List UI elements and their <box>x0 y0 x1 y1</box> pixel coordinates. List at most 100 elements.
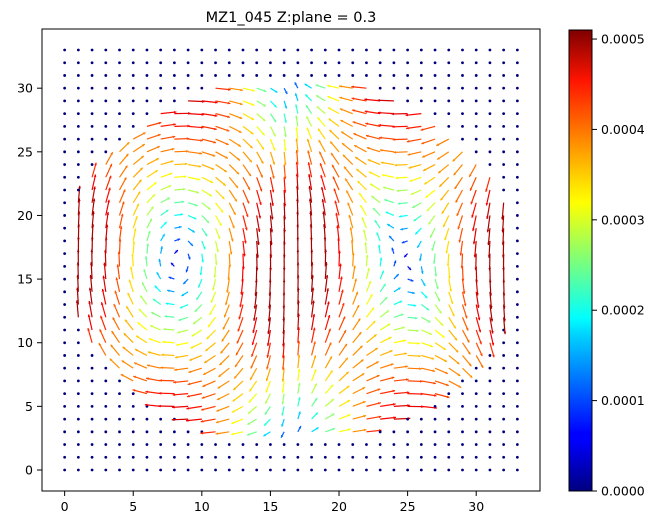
quiver-point <box>379 443 382 446</box>
quiver-point <box>159 430 162 433</box>
quiver-point <box>420 49 423 52</box>
quiver-point <box>146 430 149 433</box>
quiver-point <box>516 214 519 217</box>
quiver-point <box>420 100 423 103</box>
quiver-point <box>77 380 80 383</box>
quiver-point <box>516 138 519 141</box>
quiver-point <box>324 443 327 446</box>
quiver-point <box>447 430 450 433</box>
quiver-point <box>338 74 341 77</box>
quiver-point <box>379 456 382 459</box>
quiver-point <box>132 443 135 446</box>
quiver-point <box>77 392 80 395</box>
quiver-point <box>296 61 299 64</box>
colorbar <box>569 30 592 491</box>
quiver-point <box>91 112 94 115</box>
quiver-point <box>63 265 66 268</box>
quiver-point <box>269 456 272 459</box>
quiver-point <box>489 456 492 459</box>
quiver-point <box>502 405 505 408</box>
quiver-point <box>434 456 437 459</box>
quiver-point <box>104 87 107 90</box>
quiver-point <box>63 380 66 383</box>
quiver-point <box>392 87 395 90</box>
quiver-point <box>173 456 176 459</box>
x-tick-label: 15 <box>262 499 278 514</box>
y-tick-label: 30 <box>17 81 33 96</box>
quiver-point <box>516 61 519 64</box>
quiver-point <box>242 49 245 52</box>
quiver-point <box>392 443 395 446</box>
quiver-point <box>63 214 66 217</box>
quiver-point <box>489 354 492 357</box>
quiver-point <box>516 443 519 446</box>
quiver-point <box>502 125 505 128</box>
quiver-point <box>489 49 492 52</box>
quiver-point <box>91 430 94 433</box>
quiver-point <box>447 456 450 459</box>
quiver-point <box>296 443 299 446</box>
colorbar-tick-label: 0.0001 <box>601 393 645 408</box>
quiver-point <box>475 456 478 459</box>
quiver-point <box>434 49 437 52</box>
quiver-point <box>406 469 409 472</box>
quiver-point <box>447 112 450 115</box>
quiver-point <box>118 405 121 408</box>
quiver-point <box>461 49 464 52</box>
quiver-point <box>365 61 368 64</box>
quiver-point <box>324 469 327 472</box>
quiver-point <box>516 316 519 319</box>
quiver-point <box>104 100 107 103</box>
quiver-point <box>516 100 519 103</box>
quiver-point <box>434 443 437 446</box>
quiver-point <box>502 367 505 370</box>
quiver-point <box>146 443 149 446</box>
quiver-point <box>406 418 409 421</box>
quiver-point <box>91 367 94 370</box>
quiver-point <box>63 74 66 77</box>
quiver-point <box>489 392 492 395</box>
quiver-point <box>200 469 203 472</box>
quiver-point <box>489 74 492 77</box>
quiver-point <box>434 100 437 103</box>
quiver-point <box>406 430 409 433</box>
quiver-point <box>461 112 464 115</box>
quiver-point <box>447 100 450 103</box>
quiver-point <box>132 392 135 395</box>
quiver-point <box>77 61 80 64</box>
quiver-point <box>159 456 162 459</box>
quiver-point <box>516 201 519 204</box>
quiver-point <box>516 125 519 128</box>
quiver-point <box>392 49 395 52</box>
quiver-point <box>187 469 190 472</box>
quiver-point <box>255 61 258 64</box>
quiver-point <box>77 443 80 446</box>
quiver-point <box>91 163 94 166</box>
quiver-point <box>77 329 80 332</box>
quiver-point <box>132 112 135 115</box>
quiver-point <box>516 265 519 268</box>
quiver-point <box>242 443 245 446</box>
quiver-point <box>77 138 80 141</box>
quiver-point <box>516 430 519 433</box>
quiver-point <box>489 367 492 370</box>
quiver-point <box>461 418 464 421</box>
quiver-point <box>63 456 66 459</box>
quiver-point <box>77 354 80 357</box>
quiver-point <box>214 61 217 64</box>
quiver-point <box>132 456 135 459</box>
quiver-point <box>77 367 80 370</box>
quiver-point <box>118 61 121 64</box>
quiver-point <box>118 456 121 459</box>
quiver-point <box>146 456 149 459</box>
quiver-point <box>77 100 80 103</box>
quiver-point <box>63 329 66 332</box>
quiver-point <box>461 138 464 141</box>
quiver-point <box>173 49 176 52</box>
quiver-point <box>489 418 492 421</box>
quiver-point <box>173 100 176 103</box>
quiver-point <box>475 100 478 103</box>
quiver-point <box>159 418 162 421</box>
